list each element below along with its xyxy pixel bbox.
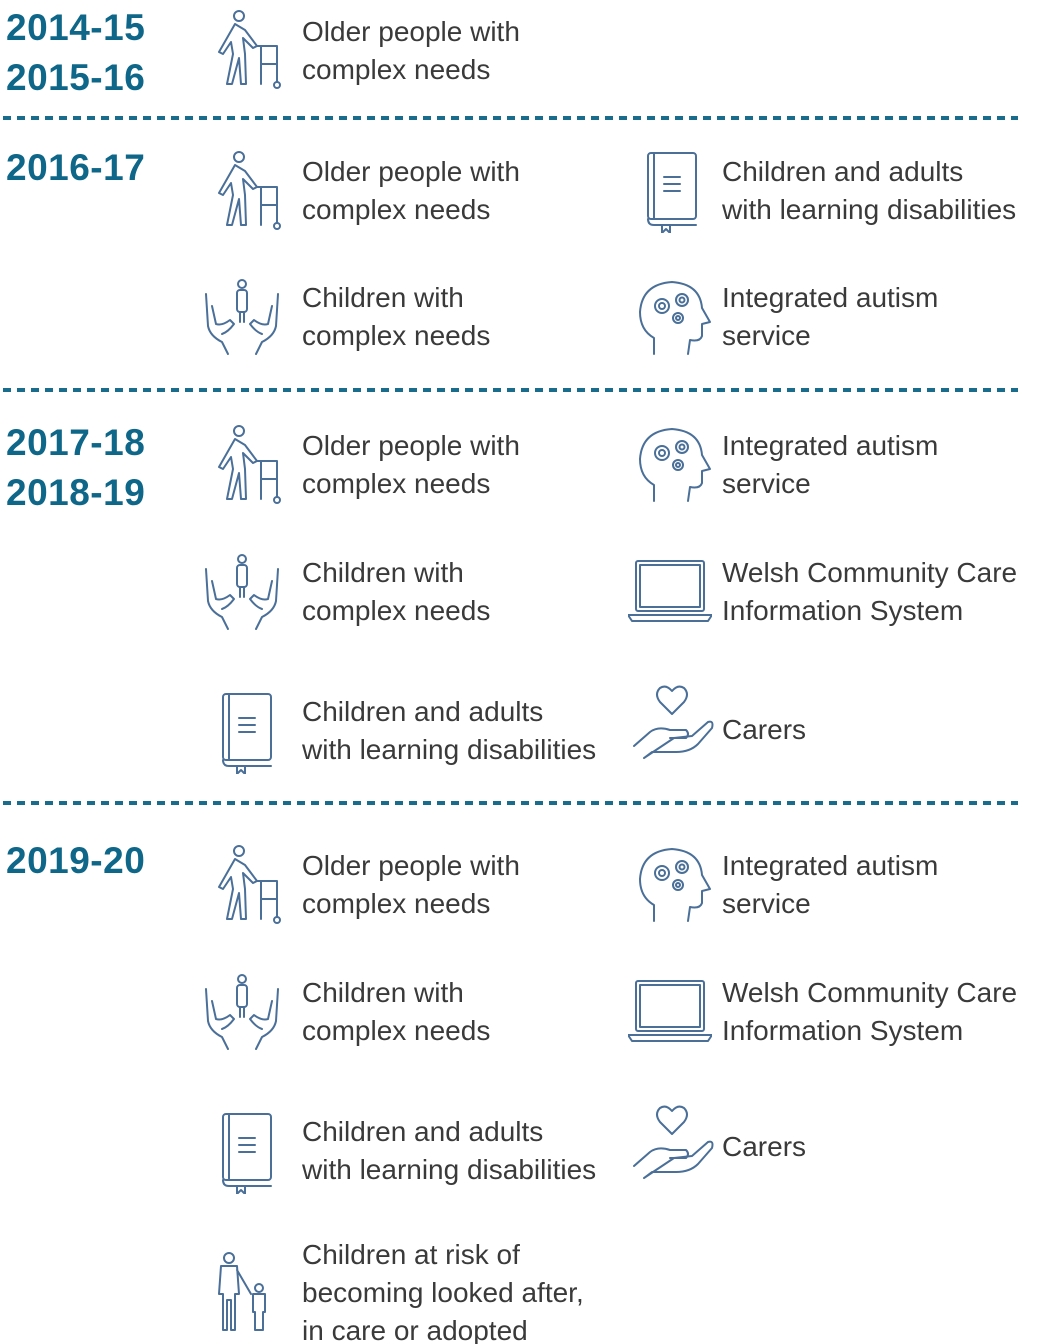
item-label: Older people with complex needs	[302, 153, 520, 229]
label-line: Children and adults	[722, 156, 964, 187]
item-label: Older people with complex needs	[302, 427, 520, 503]
label-line: complex needs	[302, 194, 491, 225]
year: 2019-20	[6, 840, 146, 881]
year: 2015-16	[6, 57, 146, 98]
icon-laptop	[628, 551, 712, 635]
icon-carers	[630, 680, 714, 764]
year: 2018-19	[6, 472, 146, 513]
icon-hands	[200, 276, 284, 360]
label-line: with learning disabilities	[302, 1154, 597, 1185]
item-label: Older people with complex needs	[302, 847, 520, 923]
label-line: Children at risk of	[302, 1239, 520, 1270]
icon-book	[630, 149, 714, 233]
label-line: Integrated autism	[722, 282, 939, 313]
label-line: service	[722, 888, 811, 919]
item-label: Carers	[722, 711, 806, 749]
item-label: Children at risk of becoming looked after…	[302, 1236, 584, 1344]
label-line: complex needs	[302, 54, 491, 85]
label-line: complex needs	[302, 595, 491, 626]
item-label: Children with complex needs	[302, 554, 490, 630]
label-line: becoming looked after,	[302, 1277, 584, 1308]
label-line: Children and adults	[302, 696, 544, 727]
item-label: Integrated autism service	[722, 427, 938, 503]
label-line: Older people with	[302, 430, 520, 461]
label-line: with learning disabilities	[722, 194, 1017, 225]
label-line: Information System	[722, 1015, 964, 1046]
label-line: complex needs	[302, 320, 491, 351]
item-label: Welsh Community Care Information System	[722, 974, 1017, 1050]
label-line: complex needs	[302, 1015, 491, 1046]
icon-book	[205, 1110, 289, 1194]
label-line: Welsh Community Care	[722, 977, 1018, 1008]
separator	[3, 116, 1018, 120]
item-label: Children and adults with learning disabil…	[722, 153, 1016, 229]
label-line: Information System	[722, 595, 964, 626]
icon-book	[205, 690, 289, 774]
year: 2014-15	[6, 7, 146, 48]
item-label: Children and adults with learning disabil…	[302, 1113, 596, 1189]
item-label: Older people with complex needs	[302, 13, 520, 89]
label-line: Older people with	[302, 16, 520, 47]
label-line: Integrated autism	[722, 430, 939, 461]
label-line: with learning disabilities	[302, 734, 597, 765]
label-line: Children with	[302, 977, 464, 1008]
label-line: Children with	[302, 282, 464, 313]
label-line: Children with	[302, 557, 464, 588]
item-label: Welsh Community Care Information System	[722, 554, 1017, 630]
icon-hands	[200, 551, 284, 635]
icon-hands	[200, 971, 284, 1055]
icon-laptop	[628, 971, 712, 1055]
icon-head	[630, 276, 714, 360]
item-label: Children and adults with learning disabil…	[302, 693, 596, 769]
icon-walker	[205, 423, 289, 507]
label-line: Welsh Community Care	[722, 557, 1018, 588]
item-label: Children with complex needs	[302, 279, 490, 355]
year: 2017-18	[6, 422, 146, 463]
label-line: Integrated autism	[722, 850, 939, 881]
separator	[3, 388, 1018, 392]
icon-carers	[630, 1100, 714, 1184]
item-label: Carers	[722, 1128, 806, 1166]
label-line: Children and adults	[302, 1116, 544, 1147]
item-label: Integrated autism service	[722, 847, 938, 923]
separator	[3, 801, 1018, 805]
label-line: complex needs	[302, 468, 491, 499]
label-line: service	[722, 468, 811, 499]
icon-walker	[205, 843, 289, 927]
icon-head	[630, 423, 714, 507]
label-line: Older people with	[302, 156, 520, 187]
year: 2016-17	[6, 147, 146, 188]
label-line: Older people with	[302, 850, 520, 881]
label-line: Carers	[722, 1131, 807, 1162]
label-line: complex needs	[302, 888, 491, 919]
icon-family	[205, 1250, 289, 1334]
icon-walker	[205, 149, 289, 233]
item-label: Integrated autism service	[722, 279, 938, 355]
icon-head	[630, 843, 714, 927]
item-label: Children with complex needs	[302, 974, 490, 1050]
label-line: service	[722, 320, 811, 351]
label-line: Carers	[722, 714, 807, 745]
label-line: in care or adopted	[302, 1315, 528, 1344]
icon-walker	[205, 8, 289, 92]
